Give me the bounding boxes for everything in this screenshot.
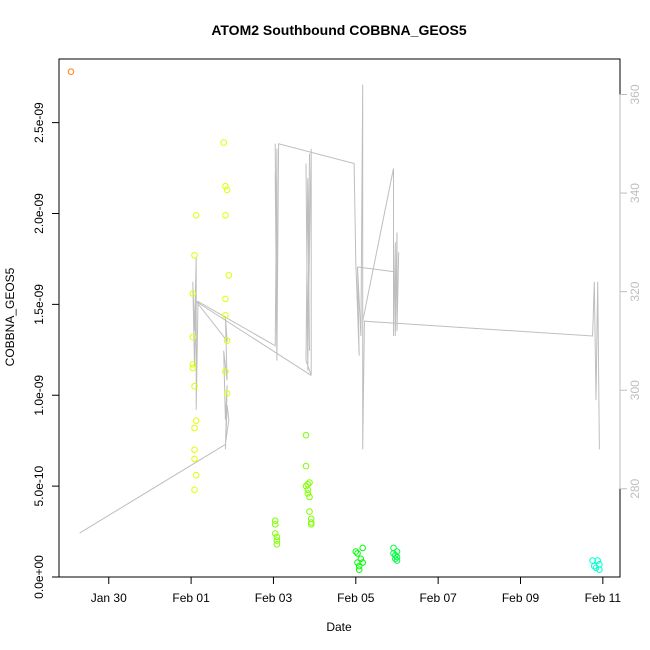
x-tick-label-7: Feb 11 <box>585 591 622 605</box>
data-point-48 <box>357 555 365 563</box>
data-point-18 <box>222 295 229 303</box>
data-point-3 <box>189 333 197 341</box>
y-tick-label-5: 2.0e-09 <box>32 193 46 234</box>
line-series-main <box>79 84 600 534</box>
data-point-8 <box>191 424 198 432</box>
data-point-31 <box>302 431 310 439</box>
data-point-32 <box>302 462 310 470</box>
line-series-segment-1 <box>305 148 312 376</box>
data-point-25 <box>271 517 279 525</box>
data-point-15 <box>220 139 227 146</box>
y-axis-label: COBBNA_GEOS5 <box>3 267 17 366</box>
x-tick-label-6: Feb 09 <box>502 591 540 605</box>
data-point-20 <box>222 368 229 375</box>
y2-tick-label-1: 280 <box>628 478 642 498</box>
y-tick-label-3: 1.0e-09 <box>32 375 46 416</box>
x-tick-label-4: Feb 05 <box>337 591 375 605</box>
data-point-39 <box>306 508 313 515</box>
points-layer <box>67 68 603 574</box>
data-point-10 <box>191 455 198 463</box>
x-tick-label-1: Jan 30 <box>91 591 127 605</box>
data-point-26 <box>271 521 279 528</box>
data-point-2 <box>189 290 197 297</box>
data-point-46 <box>355 562 363 570</box>
data-point-14 <box>192 471 200 479</box>
data-point-41 <box>307 519 315 526</box>
data-point-7 <box>191 382 198 390</box>
data-point-27 <box>271 530 279 537</box>
data-point-43 <box>352 548 360 555</box>
y2-tick-label-4: 340 <box>628 183 642 203</box>
x-tick-label-5: Feb 07 <box>419 591 457 605</box>
data-point-28 <box>273 533 281 541</box>
line-series-segment-3 <box>362 168 400 337</box>
y-tick-label-6: 2.5e-09 <box>32 102 46 143</box>
data-point-24 <box>225 272 233 279</box>
y2-tick-label-2: 300 <box>628 380 642 400</box>
y-tick-label-2: 5.0e-10 <box>32 465 46 506</box>
data-point-47 <box>355 566 363 574</box>
y2-tick-label-5: 360 <box>628 84 642 104</box>
data-point-23 <box>223 390 231 397</box>
axes-layer: Jan 30 Feb 01 Feb 03 Feb 05 Feb 07 Feb 09 Feb … <box>32 58 642 605</box>
data-point-21 <box>223 186 231 194</box>
data-point-19 <box>222 312 229 319</box>
data-point-17 <box>222 212 229 219</box>
data-point-29 <box>273 537 281 544</box>
line-series-segment-4 <box>357 266 396 273</box>
line-series-layer <box>79 84 600 534</box>
data-point-61 <box>594 557 602 564</box>
data-point-63 <box>596 561 603 568</box>
data-point-57 <box>393 557 401 564</box>
line-series-segment-2 <box>195 301 312 376</box>
data-point-49 <box>359 544 367 552</box>
x-tick-label-2: Feb 01 <box>172 591 210 605</box>
data-point-38 <box>306 493 313 501</box>
data-point-1 <box>67 68 75 75</box>
data-point-36 <box>304 490 312 497</box>
data-point-22 <box>223 337 231 345</box>
x-tick-label-3: Feb 03 <box>255 591 293 605</box>
data-point-16 <box>222 182 229 190</box>
y-tick-label-4: 1.5e-09 <box>32 284 46 325</box>
x-axis-label: Date <box>326 620 352 634</box>
y-tick-label-1: 0.0e+00 <box>32 555 46 599</box>
y2-tick-label-3: 320 <box>628 281 642 301</box>
data-point-11 <box>191 486 198 494</box>
data-point-33 <box>302 482 310 490</box>
data-point-54 <box>392 555 399 563</box>
data-point-6 <box>191 252 198 259</box>
data-point-5 <box>189 364 197 372</box>
data-point-42 <box>307 521 315 528</box>
data-point-30 <box>273 541 281 548</box>
data-point-50 <box>359 559 367 566</box>
data-point-35 <box>304 486 312 494</box>
data-point-12 <box>192 212 200 219</box>
data-point-37 <box>306 479 313 486</box>
data-point-13 <box>192 417 200 425</box>
data-point-44 <box>354 550 361 557</box>
data-point-60 <box>592 564 600 572</box>
data-point-56 <box>393 553 401 561</box>
chart-title: ATOM2 Southbound COBBNA_GEOS5 <box>211 22 467 38</box>
data-point-4 <box>189 361 197 368</box>
data-point-9 <box>191 446 198 454</box>
